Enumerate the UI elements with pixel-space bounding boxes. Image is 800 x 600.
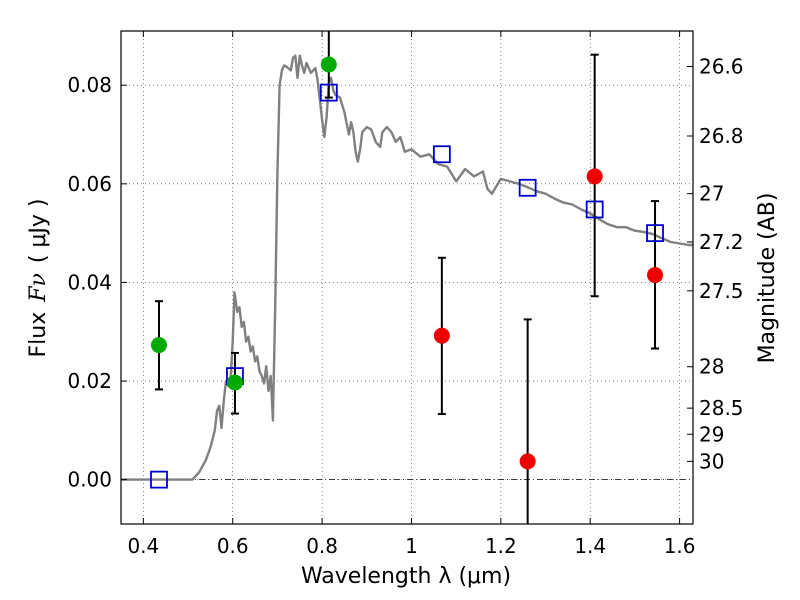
observed-flux-point [226, 374, 243, 391]
y-axis-label-text: Flux [26, 312, 51, 358]
model-flux-square [150, 470, 168, 489]
x-tick-label: 1.6 [664, 534, 696, 558]
magnitude-tick-label: 27 [699, 182, 724, 206]
observed-flux-point [647, 267, 664, 284]
x-axis-label: Wavelength λ (μm) [301, 564, 511, 589]
x-tick-label: 1.2 [485, 534, 517, 558]
y-axis-ticks: 0.00 0.02 0.04 0.06 0.08 [67, 73, 127, 492]
x-tick-label: 1 [405, 534, 418, 558]
observed-flux-point [519, 453, 536, 470]
magnitude-tick-label: 28 [699, 355, 724, 379]
data-markers [150, 56, 664, 489]
y-tick-label: 0.08 [67, 73, 112, 97]
y-tick-label: 0.02 [67, 369, 112, 393]
magnitude-tick-label: 27.5 [699, 279, 744, 303]
y-tick-label: 0.04 [67, 270, 112, 294]
x-tick-label: 1.4 [574, 534, 606, 558]
x-tick-label: 0.8 [306, 534, 338, 558]
magnitude-tick-label: 27.2 [699, 230, 744, 254]
y-axis-label-unit: ( μJy ) [26, 198, 51, 263]
magnitude-tick-label: 28.5 [699, 396, 744, 420]
model-flux-square [646, 224, 664, 243]
observed-flux-point [320, 56, 337, 73]
y-axis-label: Flux Fν ( μJy ) [26, 198, 51, 357]
y-tick-label: 0.00 [67, 468, 112, 492]
plot-frame [120, 30, 694, 525]
observed-flux-point [586, 168, 603, 185]
sed-model-line [121, 54, 693, 481]
magnitude-tick-label: 26.6 [699, 54, 744, 78]
x-tick-label: 0.4 [127, 534, 159, 558]
model-flux-square [518, 178, 537, 197]
model-flux-square [319, 83, 338, 102]
magnitude-tick-label: 30 [699, 449, 724, 473]
x-tick-label: 0.6 [217, 534, 249, 558]
magnitude-tick-label: 29 [699, 422, 724, 446]
y-tick-label: 0.06 [67, 172, 112, 196]
magnitude-axis-ticks: 26.6 26.8 27 27.2 27.5 28 28.529 30 [687, 54, 744, 473]
magnitude-tick-label: 26.8 [699, 124, 744, 148]
model-flux-square [432, 145, 451, 164]
y-axis-label-symbol: Fν [26, 273, 51, 303]
sed-model-series [121, 54, 693, 481]
observed-flux-point [150, 337, 167, 354]
x-axis-ticks: 0.4 0.6 0.8 1 1.2 1.4 1.6 [127, 31, 696, 558]
model-flux-square [585, 200, 604, 219]
magnitude-axis-label: Magnitude (AB) [755, 193, 780, 364]
observed-flux-point [433, 327, 450, 344]
